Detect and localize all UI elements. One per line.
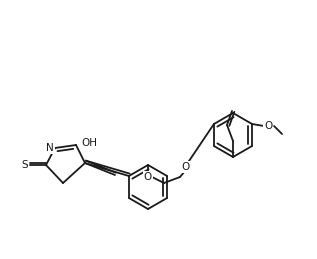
Text: OH: OH xyxy=(81,138,97,148)
Text: S: S xyxy=(22,160,28,170)
Text: O: O xyxy=(264,121,272,131)
Text: N: N xyxy=(46,143,54,153)
Text: O: O xyxy=(144,172,152,182)
Text: O: O xyxy=(182,162,190,172)
